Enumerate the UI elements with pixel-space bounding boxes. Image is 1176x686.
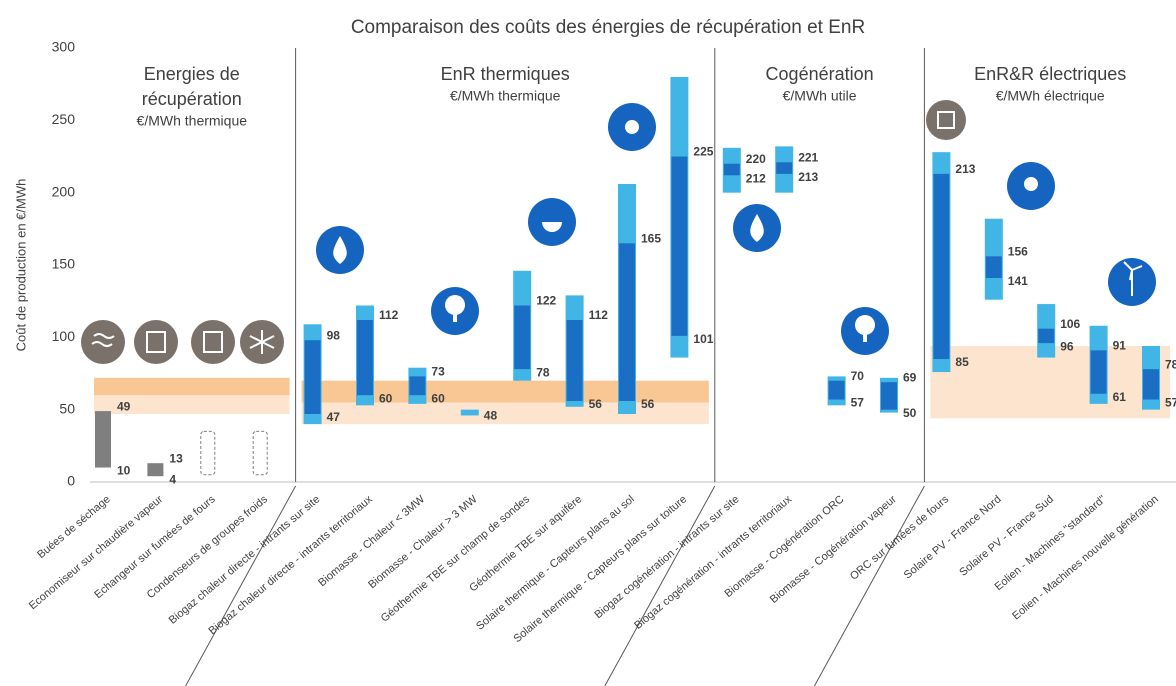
inner-range — [776, 162, 793, 174]
chart-title: Comparaison des coûts des énergies de ré… — [351, 17, 865, 38]
reference-band-core — [94, 377, 290, 396]
value-label: 112 — [589, 308, 609, 322]
value-label: 213 — [798, 170, 818, 184]
placeholder — [252, 430, 268, 476]
y-tick-label: 250 — [52, 111, 76, 127]
value-label: 56 — [589, 397, 603, 411]
value-label: 96 — [1060, 339, 1074, 353]
group-title: EnR thermiques — [441, 64, 570, 84]
inner-range — [671, 156, 688, 336]
y-tick-label: 50 — [59, 400, 75, 416]
inner-range — [985, 256, 1002, 279]
x-tick-label: Solaire PV - France Sud — [957, 493, 1056, 578]
value-label: 56 — [641, 397, 655, 411]
inner-range — [304, 340, 321, 415]
value-label: 70 — [851, 369, 865, 383]
group-title: EnR&R électriques — [974, 64, 1126, 84]
value-label: 60 — [431, 391, 445, 405]
value-label: 57 — [1165, 396, 1176, 410]
inner-range — [147, 463, 164, 477]
value-label: 122 — [536, 294, 556, 308]
value-label: 212 — [746, 171, 766, 185]
inner-range — [409, 376, 426, 396]
group-title: récupération — [142, 89, 242, 109]
reference-band-core — [301, 380, 709, 403]
y-tick-label: 100 — [52, 328, 76, 344]
inner-range — [514, 305, 531, 370]
value-label: 78 — [536, 365, 550, 379]
x-tick-label: ORC sur fumées de fours — [848, 493, 952, 583]
inner-range — [566, 319, 583, 401]
value-label: 50 — [903, 406, 917, 420]
inner-range — [828, 380, 845, 400]
y-axis-label: Coût de production en €/MWh — [13, 179, 28, 352]
y-tick-label: 200 — [52, 183, 76, 199]
value-label: 61 — [1113, 390, 1127, 404]
inner-range — [357, 319, 373, 396]
value-label: 85 — [955, 355, 969, 369]
value-label: 221 — [798, 150, 818, 164]
value-label: 13 — [169, 451, 183, 465]
value-label: 91 — [1113, 339, 1127, 353]
value-label: 60 — [379, 391, 393, 405]
inner-range — [881, 382, 897, 410]
value-label: 106 — [1060, 317, 1080, 331]
icons — [81, 100, 1156, 364]
value-label: 101 — [693, 332, 713, 346]
value-label: 78 — [1165, 357, 1176, 371]
value-label: 112 — [379, 308, 399, 322]
inner-range — [1143, 369, 1159, 400]
value-label: 10 — [117, 464, 131, 478]
y-tick-label: 150 — [52, 256, 76, 272]
inner-range — [95, 411, 111, 468]
reference-band — [930, 346, 1170, 419]
x-tick-label: Biomasse - Chaleur > 3 MW — [366, 493, 480, 591]
value-label: 141 — [1008, 274, 1028, 288]
value-label: 57 — [851, 396, 865, 410]
value-label: 48 — [484, 409, 498, 423]
group-separator-diagonal — [813, 485, 925, 686]
value-label: 225 — [693, 145, 713, 159]
inner-range — [723, 163, 740, 176]
value-label: 4 — [169, 472, 176, 486]
inner-range — [1090, 350, 1107, 394]
inner-range — [619, 243, 635, 401]
value-label: 98 — [327, 328, 341, 342]
group-separator-diagonal — [185, 485, 297, 686]
y-tick-label: 0 — [67, 473, 75, 489]
group-title: Cogénération — [766, 64, 874, 84]
group-separator-diagonal — [604, 485, 716, 686]
x-tick-label: Solaire PV - France Nord — [902, 493, 1004, 581]
group-subtitle: €/MWh utile — [783, 88, 857, 104]
value-label: 49 — [117, 399, 131, 413]
group-subtitle: €/MWh électrique — [996, 88, 1105, 104]
group-subtitle: €/MWh thermique — [450, 88, 561, 104]
value-label: 213 — [955, 162, 975, 176]
inner-range — [933, 173, 950, 360]
value-label: 165 — [641, 231, 661, 245]
value-label: 73 — [431, 365, 445, 379]
value-label: 220 — [746, 152, 766, 166]
group-title: Energies de — [144, 64, 240, 84]
outer-range — [460, 409, 479, 416]
inner-range — [1038, 328, 1055, 344]
y-tick-label: 300 — [52, 39, 76, 55]
value-label: 47 — [327, 410, 341, 424]
x-tick-label: Biomasse - Chaleur < 3MW — [316, 493, 427, 589]
value-label: 156 — [1008, 244, 1028, 258]
value-label: 69 — [903, 370, 917, 384]
placeholder — [200, 430, 216, 476]
group-subtitle: €/MWh thermique — [137, 113, 248, 129]
